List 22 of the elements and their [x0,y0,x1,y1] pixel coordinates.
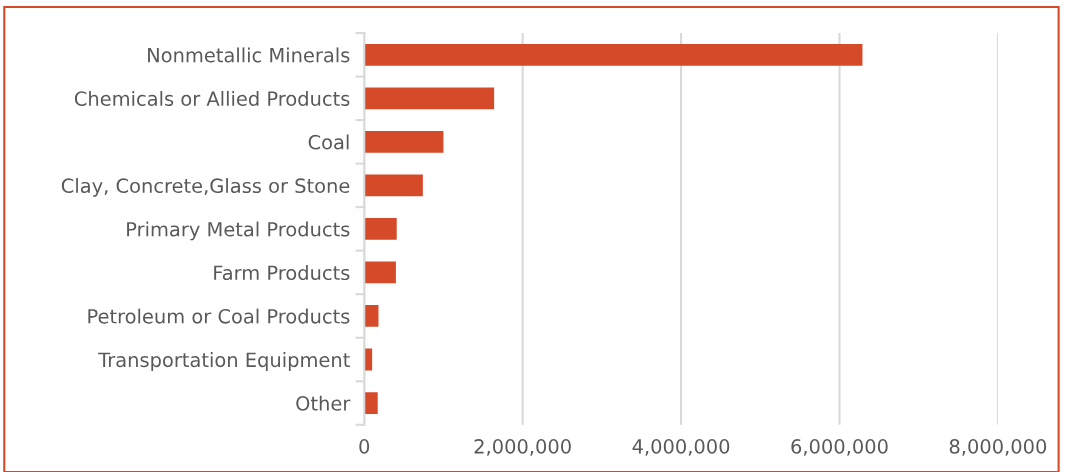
y-tick-label: Primary Metal Products [127,221,350,241]
y-tick-label: Transportation Equipment [98,352,350,371]
y-tick-label: Chemicals or Allied Products [74,90,350,106]
y-tick-label: Other [296,395,351,411]
y-tick-label: Farm Products [214,265,350,281]
bar [364,174,423,197]
bar [364,261,396,284]
bar [364,305,379,327]
x-tick-label: 4,000,000 [632,439,730,456]
bar [364,43,863,66]
x-tick-label: 6,000,000 [791,439,888,456]
x-tick-label: 2,000,000 [474,439,571,456]
y-tick-label: Clay, Concrete,Glass or Stone [61,178,350,197]
bar [364,130,444,153]
bar [364,218,397,240]
bar [364,392,378,414]
bar [364,87,495,110]
x-tick-label: 8,000,000 [949,439,1047,456]
y-tick-label: Nonmetallic Minerals [148,47,350,63]
y-tick-label: Petroleum or Coal Products [88,308,350,324]
x-tick-label: 0 [359,439,370,454]
y-tick-label: Coal [308,134,349,150]
